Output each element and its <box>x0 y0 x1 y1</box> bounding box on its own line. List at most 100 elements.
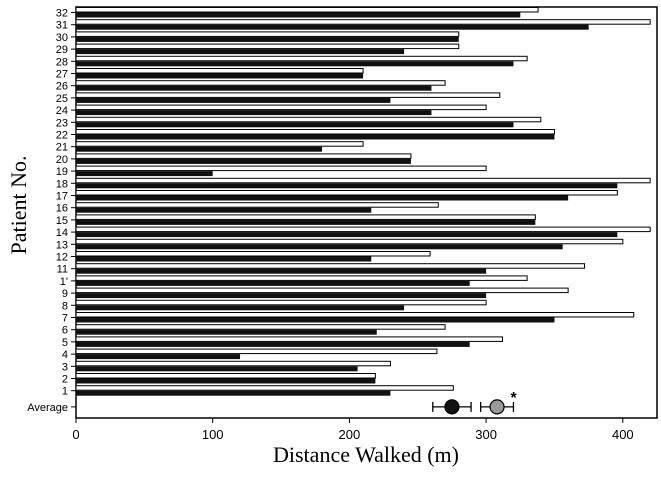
y-tick-label-9: 9 <box>62 288 68 300</box>
y-tick-label-19: 19 <box>56 166 68 178</box>
y-tick-label-1: 1 <box>62 386 68 398</box>
y-tick-label-32: 32 <box>56 8 68 20</box>
bar-white-26 <box>75 80 446 86</box>
bar-white-25 <box>75 92 501 98</box>
bar-white-3 <box>75 360 391 367</box>
bar-black-7 <box>76 317 555 323</box>
y-tick-label-17: 17 <box>56 191 68 203</box>
y-tick-label-12: 12 <box>56 252 68 264</box>
bar-white-19 <box>75 165 487 172</box>
bar-white-2 <box>75 373 376 379</box>
bar-black-28 <box>76 61 514 67</box>
bar-white-8 <box>75 299 487 306</box>
y-tick-label-28: 28 <box>56 56 68 68</box>
bar-black-6 <box>76 329 377 335</box>
y-tick-label-13: 13 <box>56 239 68 251</box>
x-tick-label-0: 0 <box>72 427 79 442</box>
bar-white-21 <box>75 141 364 147</box>
bar-white-9 <box>75 287 569 294</box>
x-axis-title: Distance Walked (m) <box>273 442 459 467</box>
bar-white-7 <box>75 312 635 318</box>
bar-black-27 <box>76 73 364 79</box>
x-tick-label-100: 100 <box>202 427 224 442</box>
bar-black-1 <box>76 390 391 396</box>
bar-black-20 <box>76 158 411 164</box>
bar-white-5 <box>75 336 504 342</box>
bar-black-30 <box>76 36 459 42</box>
bar-black-32 <box>76 12 521 18</box>
y-tick-label-8: 8 <box>62 300 68 312</box>
bar-black-29 <box>76 49 405 55</box>
bar-black-17 <box>76 195 569 201</box>
bar-white-17 <box>75 190 618 196</box>
y-tick-label-22: 22 <box>56 130 68 142</box>
bar-white-11 <box>75 263 586 269</box>
average-point-1 <box>444 399 460 415</box>
y-tick-label-31: 31 <box>56 20 68 32</box>
average-group: * <box>432 390 517 415</box>
bar-white-13 <box>75 238 624 245</box>
significance-marker: * <box>510 390 517 407</box>
x-tick-label-200: 200 <box>339 427 361 442</box>
bar-white-29 <box>75 43 460 50</box>
bar-black-19 <box>76 171 213 177</box>
y-tick-label-26: 26 <box>56 81 68 93</box>
y-tick-label-30: 30 <box>56 32 68 44</box>
bar-white-1' <box>75 275 528 281</box>
bar-white-27 <box>75 68 364 74</box>
bar-black-15 <box>76 219 536 225</box>
bar-white-1 <box>75 385 454 391</box>
bar-black-8 <box>76 305 405 311</box>
bar-black-1' <box>76 280 470 286</box>
bar-black-3 <box>76 366 358 372</box>
bar-white-14 <box>75 226 651 233</box>
y-tick-label-15: 15 <box>56 215 68 227</box>
y-tick-label-24: 24 <box>56 105 68 117</box>
bar-white-23 <box>75 116 542 123</box>
bar-white-20 <box>75 153 412 159</box>
y-tick-label-2: 2 <box>62 374 68 386</box>
bar-black-11 <box>76 268 487 274</box>
bar-white-4 <box>75 348 438 355</box>
bar-white-30 <box>75 31 460 37</box>
x-tick-label-400: 400 <box>612 427 634 442</box>
y-axis-title: Patient No. <box>6 156 31 255</box>
bar-black-23 <box>76 122 514 128</box>
bar-black-4 <box>76 354 241 360</box>
bar-white-12 <box>75 251 431 257</box>
y-tick-label-18: 18 <box>56 178 68 190</box>
y-tick-label-3: 3 <box>62 361 68 373</box>
bar-black-24 <box>76 110 432 116</box>
y-tick-label-6: 6 <box>62 325 68 337</box>
bar-black-12 <box>76 256 372 262</box>
bar-black-26 <box>76 85 432 91</box>
y-tick-label-25: 25 <box>56 93 68 105</box>
bar-black-18 <box>76 183 618 189</box>
y-tick-label-5: 5 <box>62 337 68 349</box>
bar-black-2 <box>76 378 376 384</box>
bar-black-16 <box>76 207 372 213</box>
bar-black-25 <box>76 97 391 103</box>
bar-black-21 <box>76 146 323 152</box>
y-tick-label-14: 14 <box>56 227 68 239</box>
y-tick-label-21: 21 <box>56 142 68 154</box>
y-tick-label-1': 1' <box>60 276 68 288</box>
bar-black-31 <box>76 24 589 30</box>
y-tick-label-4: 4 <box>62 349 68 361</box>
y-tick-label-11: 11 <box>57 264 68 276</box>
bar-white-24 <box>75 104 487 111</box>
y-tick-label-7: 7 <box>62 313 68 325</box>
y-axis-ticks: 3231302928272625242322212019181716151413… <box>27 8 76 414</box>
bar-black-5 <box>76 341 470 347</box>
bar-black-14 <box>76 232 618 238</box>
x-tick-label-300: 300 <box>475 427 497 442</box>
bar-black-13 <box>76 244 563 250</box>
bar-white-18 <box>75 177 651 184</box>
y-tick-label-27: 27 <box>56 69 68 81</box>
bar-white-32 <box>75 7 539 13</box>
y-tick-label-20: 20 <box>56 154 68 166</box>
bar-white-22 <box>75 129 555 135</box>
bar-white-28 <box>75 55 528 62</box>
bar-white-16 <box>75 202 439 208</box>
